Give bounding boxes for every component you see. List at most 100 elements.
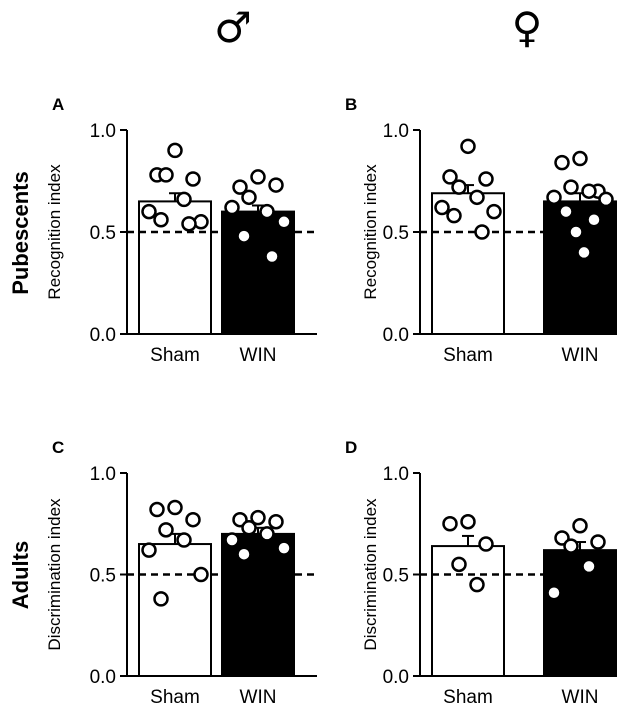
data-point — [224, 532, 240, 548]
data-point — [241, 520, 257, 536]
data-point — [572, 518, 588, 534]
data-point — [576, 244, 592, 261]
panel-letter: D — [345, 438, 357, 457]
data-point — [141, 542, 157, 558]
bar-sham — [431, 545, 505, 678]
x-tick-label: Sham — [443, 345, 493, 366]
data-point — [276, 540, 292, 556]
data-point — [250, 509, 266, 526]
data-point — [224, 199, 240, 216]
y-tick-label: 1.0 — [383, 464, 409, 485]
y-tick-label: 0.5 — [90, 566, 116, 587]
bar-sham — [138, 543, 212, 677]
data-point — [568, 224, 584, 240]
data-point — [581, 183, 597, 199]
data-point — [250, 169, 266, 185]
data-point — [149, 501, 165, 518]
data-point — [572, 150, 588, 167]
data-point — [469, 576, 485, 593]
y-tick-label: 1.0 — [90, 464, 116, 485]
data-point — [232, 179, 248, 195]
y-tick-label: 0.0 — [383, 325, 409, 346]
data-point — [434, 199, 450, 216]
data-point — [176, 191, 192, 208]
data-point — [486, 203, 502, 220]
data-point — [451, 179, 467, 195]
bar-win — [221, 532, 295, 678]
data-point — [176, 532, 192, 548]
data-point — [581, 558, 597, 575]
data-point — [558, 203, 574, 220]
x-tick-label: Sham — [443, 687, 493, 708]
data-point — [546, 189, 562, 206]
panel-a: A Recognition index 0.0 0.5 1.0 Sham WIN — [45, 95, 317, 366]
y-tick-label: 0.0 — [90, 667, 116, 688]
y-tick-label: 0.5 — [383, 223, 409, 244]
y-tick-label: 0.5 — [90, 223, 116, 244]
y-tick-label: 1.0 — [90, 121, 116, 142]
data-point — [598, 191, 614, 208]
data-point — [268, 177, 284, 193]
data-point — [446, 207, 462, 224]
x-tick-label: WIN — [240, 345, 277, 366]
panel-b: B Recognition index 0.0 0.5 1.0 Sham WIN — [345, 95, 617, 366]
data-point — [141, 203, 157, 220]
data-point — [181, 216, 197, 232]
y-axis-label: Discrimination index — [45, 498, 64, 651]
x-tick-label: WIN — [562, 687, 599, 708]
data-point — [236, 228, 252, 244]
data-point — [563, 179, 579, 195]
bar-sham — [431, 192, 505, 335]
x-tick-label: WIN — [240, 687, 277, 708]
x-tick-label: Sham — [150, 687, 200, 708]
data-point — [167, 142, 183, 159]
data-point — [460, 138, 476, 155]
data-point — [158, 167, 174, 183]
data-point — [474, 224, 490, 240]
data-point — [259, 526, 275, 542]
data-point — [185, 511, 201, 528]
panels: A Recognition index 0.0 0.5 1.0 Sham WIN B Recog… — [45, 95, 617, 708]
panel-letter: A — [52, 95, 64, 114]
data-point — [276, 214, 292, 230]
y-tick-label: 1.0 — [383, 121, 409, 142]
x-tick-label: WIN — [562, 345, 599, 366]
male-symbol-icon: ♂ — [214, 3, 252, 52]
data-point — [478, 536, 494, 552]
data-point — [167, 499, 183, 516]
bar-win — [543, 200, 617, 335]
data-point — [236, 546, 252, 562]
x-tick-label: Sham — [150, 345, 200, 366]
y-axis-label: Recognition index — [361, 164, 380, 300]
data-point — [460, 513, 476, 530]
data-point — [259, 203, 275, 220]
female-symbol-icon: ♀ — [512, 3, 543, 52]
data-point — [469, 189, 485, 206]
data-point — [185, 171, 201, 187]
y-axis-label: Recognition index — [45, 164, 64, 300]
panel-c: C Discrimination index 0.0 0.5 1.0 Sham WIN — [45, 438, 317, 708]
data-point — [264, 248, 280, 265]
data-point — [442, 169, 458, 185]
row-label-adults: Adults — [8, 541, 33, 609]
data-point — [153, 591, 169, 607]
data-point — [241, 189, 257, 206]
data-point — [158, 522, 174, 538]
bar-win — [543, 549, 617, 678]
data-point — [451, 556, 467, 573]
data-point — [193, 566, 209, 583]
bar-win — [221, 210, 295, 336]
data-point — [554, 154, 570, 171]
row-label-pubescents: Pubescents — [8, 171, 33, 295]
data-point — [478, 171, 494, 187]
data-point — [586, 212, 602, 228]
data-point — [563, 538, 579, 554]
y-tick-label: 0.5 — [383, 566, 409, 587]
panel-letter: C — [52, 438, 64, 457]
data-point — [442, 516, 458, 532]
data-point — [268, 513, 284, 530]
data-point — [546, 585, 562, 601]
y-tick-label: 0.0 — [90, 325, 116, 346]
